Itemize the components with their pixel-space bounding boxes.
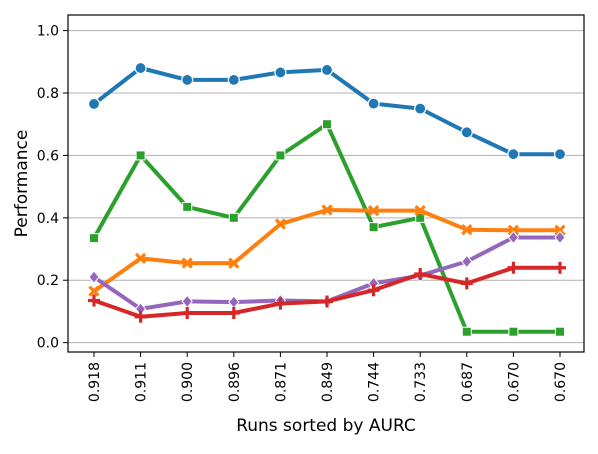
data-point	[274, 218, 287, 230]
axis-ticks: 0.0 0.2 0.4 0.6 0.8 1.0 0.918 0.911 0.900 0.896 0.…	[37, 24, 569, 402]
data-point	[181, 306, 194, 319]
x-tick-label: 0.687	[460, 362, 476, 402]
data-point	[228, 212, 239, 223]
data-point	[321, 204, 333, 216]
y-tick-label: 1.0	[37, 24, 59, 40]
x-tick-label: 0.900	[180, 362, 196, 402]
data-point	[554, 261, 566, 274]
x-tick-label: 0.744	[367, 362, 383, 402]
y-tick-label: 0.4	[37, 211, 59, 227]
data-point	[461, 254, 473, 269]
data-point	[460, 126, 473, 139]
data-point	[367, 284, 380, 297]
data-point	[275, 150, 286, 161]
data-point	[367, 205, 380, 217]
data-point	[88, 270, 100, 284]
data-point	[507, 148, 520, 161]
data-point	[88, 294, 100, 307]
data-point	[554, 230, 566, 245]
y-tick-label: 0.8	[37, 86, 59, 102]
data-point	[507, 224, 520, 236]
data-point	[461, 326, 472, 337]
data-point	[460, 277, 473, 290]
data-point	[134, 310, 147, 323]
data-point	[228, 295, 240, 309]
gridlines	[68, 30, 584, 344]
series-group	[87, 61, 567, 337]
x-tick-label: 0.849	[320, 362, 336, 402]
data-point	[555, 326, 565, 337]
data-point	[414, 102, 427, 115]
series-line	[92, 265, 562, 319]
data-point	[88, 285, 100, 297]
series-1	[87, 61, 567, 161]
x-tick-label: 0.670	[553, 362, 569, 402]
x-tick-label: 0.670	[506, 362, 522, 402]
y-tick-label: 0.2	[37, 273, 59, 289]
data-point	[553, 148, 567, 161]
data-point	[554, 224, 566, 236]
data-point	[274, 297, 287, 310]
data-point	[181, 294, 193, 309]
x-tick-label: 0.896	[227, 362, 243, 402]
data-point	[320, 63, 334, 77]
data-point	[87, 97, 101, 111]
data-point	[89, 233, 99, 244]
data-point	[134, 61, 147, 75]
data-point	[507, 261, 520, 274]
data-point	[228, 257, 240, 269]
x-tick-label: 0.733	[413, 362, 429, 402]
series-2	[89, 119, 565, 337]
data-point	[367, 97, 380, 110]
x-tick-label: 0.871	[273, 362, 289, 402]
x-axis-title: Runs sorted by AURC	[236, 416, 416, 436]
data-point	[135, 150, 146, 161]
data-point	[321, 295, 333, 308]
data-point	[507, 230, 520, 245]
y-tick-label: 0.6	[37, 148, 59, 164]
data-point	[181, 257, 193, 269]
plot-frame	[67, 14, 585, 353]
data-point	[227, 306, 240, 319]
data-point	[461, 224, 473, 236]
data-point	[368, 222, 379, 233]
series-3	[88, 204, 566, 297]
data-point	[134, 252, 147, 265]
data-point	[322, 119, 332, 130]
data-point	[508, 326, 519, 337]
data-point	[227, 73, 240, 87]
data-point	[414, 267, 427, 280]
data-point	[274, 66, 287, 79]
x-tick-label: 0.918	[87, 362, 103, 402]
data-point	[414, 205, 426, 217]
data-point	[415, 212, 426, 223]
y-tick-label: 0.0	[37, 336, 59, 352]
x-tick-label: 0.911	[134, 362, 150, 402]
data-point	[182, 201, 193, 212]
y-axis-title: Performance	[12, 130, 32, 238]
series-5	[88, 261, 566, 323]
data-point	[181, 73, 194, 87]
series-line	[92, 66, 562, 157]
